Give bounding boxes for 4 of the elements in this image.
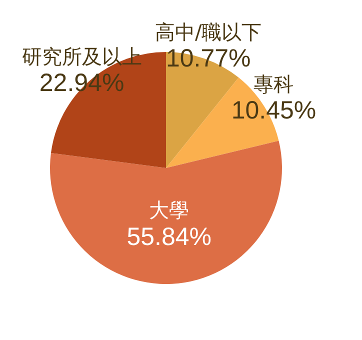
- data-label: 55.84%: [126, 222, 212, 251]
- slice-label: 大學: [149, 198, 190, 222]
- slice-label: 專科: [254, 72, 294, 96]
- slice-label: 高中/職以下: [154, 20, 262, 44]
